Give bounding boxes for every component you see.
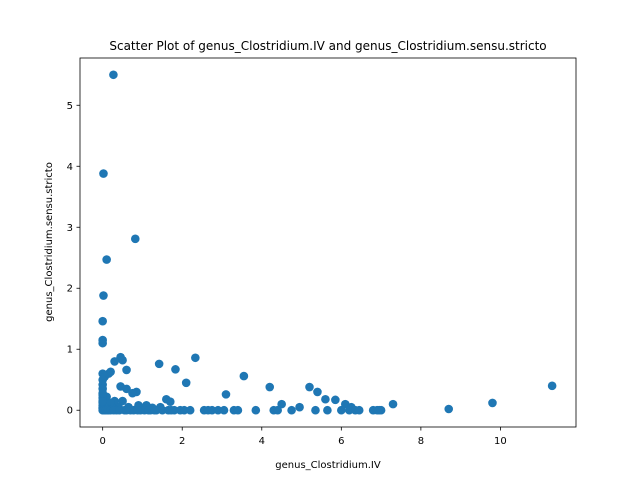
data-point	[287, 405, 296, 415]
data-point	[388, 399, 398, 409]
data-point	[331, 395, 340, 405]
data-point	[171, 365, 180, 374]
data-point	[277, 399, 286, 409]
x-tick-label: 6	[338, 436, 344, 447]
data-point	[354, 405, 364, 415]
data-point	[488, 398, 497, 408]
plot-frame	[79, 57, 577, 428]
y-axis: 0 1 2 3 4 5	[67, 101, 80, 417]
x-axis-label: genus_Clostridium.IV	[275, 460, 381, 471]
data-point	[219, 405, 229, 415]
y-tick-label: 2	[67, 284, 73, 295]
chart-title: Scatter Plot of genus_Clostridium.IV and…	[109, 39, 546, 53]
data-point	[98, 388, 107, 398]
y-tick-label: 0	[67, 406, 73, 417]
data-point	[181, 378, 191, 388]
y-tick-label: 3	[67, 223, 73, 234]
data-point	[122, 384, 131, 394]
data-point	[158, 405, 167, 415]
data-point	[128, 388, 137, 398]
data-point	[273, 405, 282, 415]
data-point	[144, 405, 153, 415]
x-tick-label: 10	[494, 436, 507, 447]
y-axis-label: genus_Clostridium.sensu.stricto	[44, 162, 55, 322]
data-point	[547, 381, 557, 391]
data-point	[337, 405, 346, 415]
data-point	[102, 255, 111, 264]
data-point	[179, 405, 189, 415]
x-tick-label: 4	[259, 436, 265, 447]
data-point	[233, 405, 243, 415]
data-point	[207, 405, 217, 415]
data-point	[98, 316, 107, 326]
data-point	[344, 405, 354, 415]
data-point	[213, 405, 223, 415]
data-point	[118, 355, 127, 365]
data-point	[265, 382, 275, 392]
data-point	[239, 371, 249, 381]
data-point	[191, 353, 200, 363]
data-point	[444, 404, 454, 414]
x-axis: 0 2 4 6 8 10	[99, 427, 507, 447]
data-point	[109, 70, 118, 80]
data-point	[166, 405, 176, 415]
data-point	[154, 359, 164, 369]
data-point	[295, 402, 304, 412]
data-point	[98, 396, 107, 406]
x-tick-label: 8	[418, 436, 424, 447]
data-point	[311, 405, 320, 415]
y-tick-label: 4	[67, 162, 73, 173]
data-point	[122, 405, 131, 415]
data-point	[130, 234, 140, 244]
data-point	[376, 405, 386, 415]
data-point	[122, 365, 131, 375]
y-tick-label: 5	[67, 101, 73, 112]
x-tick-label: 0	[99, 436, 105, 447]
data-point	[133, 405, 142, 415]
data-point	[118, 396, 127, 406]
data-point	[185, 405, 195, 415]
data-points	[98, 70, 557, 415]
data-point	[99, 169, 108, 178]
data-point	[251, 405, 261, 415]
data-point	[321, 394, 330, 404]
data-point	[110, 357, 119, 366]
data-point	[99, 291, 108, 300]
data-point	[115, 405, 124, 415]
data-point	[98, 338, 107, 348]
data-point	[313, 387, 322, 397]
x-tick-label: 2	[179, 436, 185, 447]
data-point	[221, 390, 231, 399]
data-point	[165, 397, 175, 406]
y-tick-label: 1	[67, 345, 73, 356]
data-point	[150, 405, 159, 415]
data-point	[305, 382, 314, 392]
data-point	[323, 405, 332, 415]
